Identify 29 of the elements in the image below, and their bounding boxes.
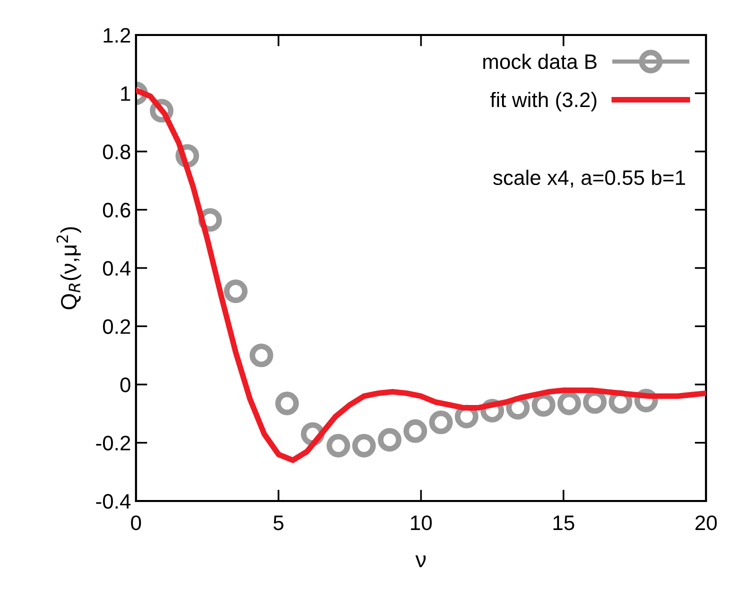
point — [557, 392, 582, 416]
point — [224, 279, 248, 304]
y-tick-label: 1.2 — [104, 28, 130, 43]
y-tick-label: 0.2 — [102, 319, 130, 334]
x-axis-title: ν — [415, 555, 426, 568]
point — [326, 434, 350, 458]
point — [250, 344, 274, 368]
point — [275, 392, 299, 416]
legend-label: mock data B — [483, 54, 597, 70]
point — [532, 393, 556, 417]
point — [429, 410, 453, 434]
y-tick-label: -0.2 — [96, 436, 130, 451]
annotation: scale x4, a=0.55 b=1 — [493, 170, 686, 188]
y-tick-label: 0.6 — [102, 202, 130, 218]
point — [378, 428, 402, 452]
x-tick-label: 10 — [411, 515, 432, 530]
x-tick-label: 20 — [695, 515, 717, 530]
y-tick-label: 0 — [120, 378, 130, 392]
x-tick-label: 15 — [554, 516, 574, 530]
y-tick-label: -0.4 — [96, 494, 131, 509]
x-tick-label: 5 — [274, 516, 284, 530]
y-tick-label: 0.8 — [102, 144, 130, 160]
x-tick-label: 0 — [131, 515, 141, 530]
y-tick-label: 1 — [121, 86, 130, 101]
y-tick-label: 0.4 — [102, 261, 131, 276]
point — [403, 419, 428, 443]
point — [352, 434, 376, 458]
y-axis-title: Q$_{R}$(ν,μ$^{2}$) — [56, 227, 82, 310]
legend-label: fit with (3.2) — [490, 92, 596, 112]
